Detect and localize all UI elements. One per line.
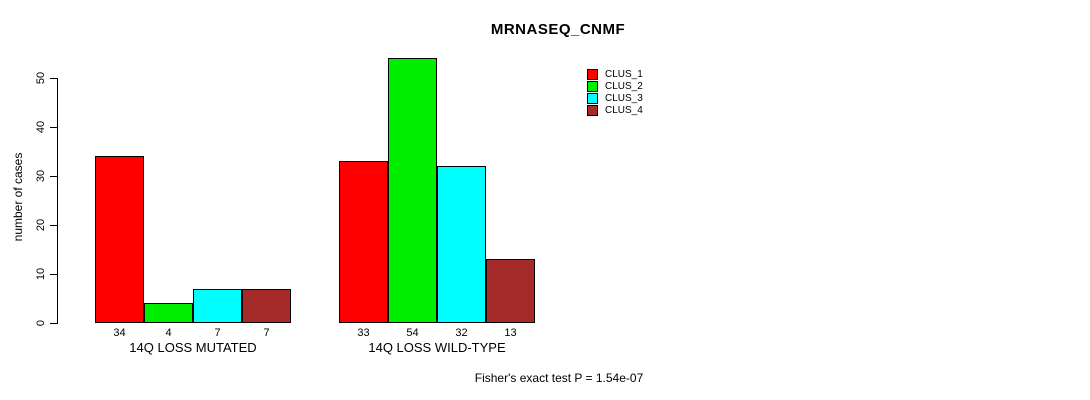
bar-CLUS_3 (437, 166, 486, 323)
legend-label: CLUS_1 (605, 68, 643, 80)
bar-value-label: 33 (357, 327, 370, 339)
bar-CLUS_4 (242, 289, 291, 323)
bar-value-label: 54 (406, 327, 419, 339)
y-tick-mark (50, 274, 57, 275)
legend-color-swatch (587, 93, 598, 105)
bar-value-label: 4 (165, 327, 172, 339)
y-tick-mark (50, 323, 57, 324)
bar-value-label: 34 (113, 327, 126, 339)
fisher-test-annotation: Fisher's exact test P = 1.54e-07 (474, 371, 644, 385)
legend-item: CLUS_2 (587, 78, 643, 93)
legend-color-swatch (587, 69, 598, 81)
bar-CLUS_2 (388, 58, 437, 323)
legend-color-swatch (587, 81, 598, 93)
y-tick-mark (50, 176, 57, 177)
legend-item: CLUS_4 (587, 102, 643, 117)
bar-value-label: 7 (263, 327, 270, 339)
bar-CLUS_3 (193, 289, 242, 323)
legend-label: CLUS_2 (605, 80, 643, 92)
legend-color-swatch (587, 105, 598, 117)
chart-title: MRNASEQ_CNMF (490, 21, 626, 38)
y-tick-label: 50 (35, 71, 47, 85)
bar-value-label: 7 (214, 327, 221, 339)
legend-label: CLUS_3 (605, 92, 643, 104)
category-label: 14Q LOSS MUTATED (129, 340, 257, 355)
y-tick-mark (50, 78, 57, 79)
bar-CLUS_2 (144, 303, 193, 323)
category-label: 14Q LOSS WILD-TYPE (368, 340, 506, 355)
legend: CLUS_1 CLUS_2 CLUS_3 CLUS_4 (587, 66, 643, 117)
y-tick-label: 10 (35, 267, 47, 281)
legend-item: CLUS_3 (587, 90, 643, 105)
legend-label: CLUS_4 (605, 104, 643, 116)
y-tick-mark (50, 127, 57, 128)
y-tick-label: 20 (35, 218, 47, 232)
y-tick-mark (50, 225, 57, 226)
bar-value-label: 13 (504, 327, 517, 339)
legend-item: CLUS_1 (587, 66, 643, 81)
bar-CLUS_1 (339, 161, 388, 323)
y-tick-label: 30 (35, 169, 47, 183)
y-axis-label: number of cases (11, 152, 25, 242)
y-tick-label: 0 (35, 319, 47, 327)
bar-value-label: 32 (455, 327, 468, 339)
y-tick-label: 40 (35, 120, 47, 134)
bar-CLUS_4 (486, 259, 535, 323)
y-axis-line (57, 78, 58, 324)
bar-CLUS_1 (95, 156, 144, 323)
